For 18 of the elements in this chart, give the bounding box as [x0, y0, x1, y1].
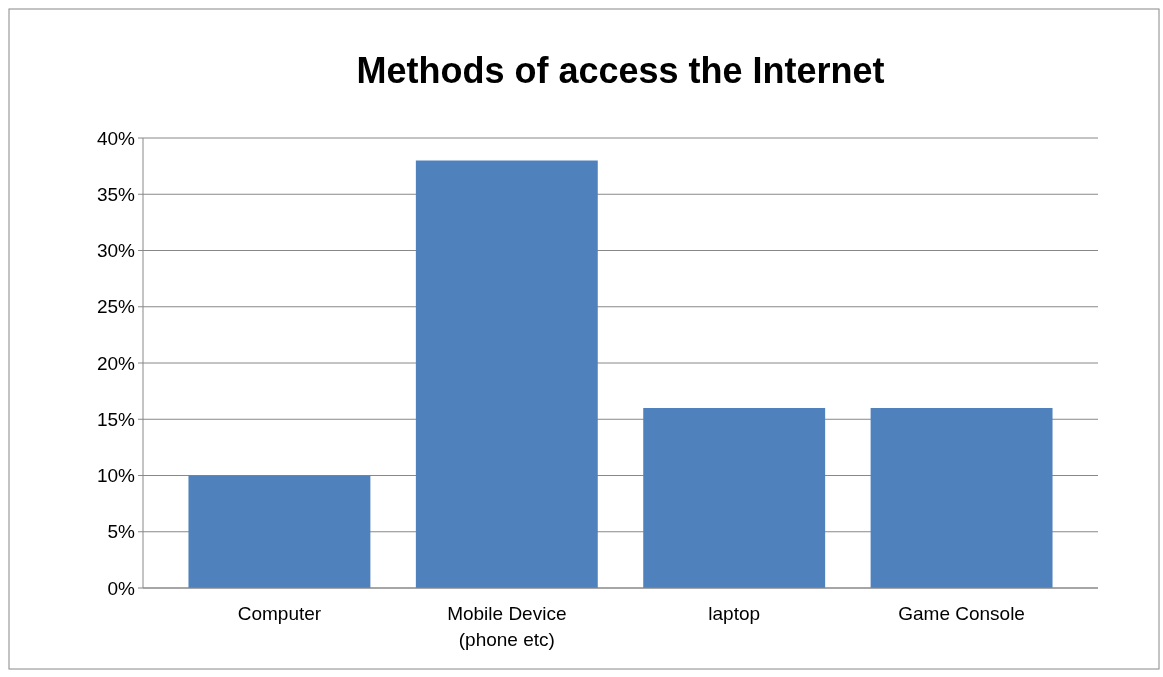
y-tick-label: 40%	[96, 127, 136, 149]
y-tick-label: 5%	[107, 521, 136, 543]
bar	[415, 160, 598, 588]
y-tick-label: 10%	[96, 465, 136, 487]
x-tick-label: laptop	[708, 603, 761, 624]
y-tick-label: 30%	[96, 240, 136, 262]
bar	[643, 408, 826, 588]
x-tick-label: Mobile Device (phone etc)	[447, 603, 567, 650]
bar	[188, 475, 371, 588]
y-tick-label: 25%	[96, 296, 136, 318]
x-tick-label: Computer	[237, 603, 322, 624]
chart-title: Methods of access the Internet	[356, 50, 885, 91]
y-tick-label: 35%	[96, 183, 136, 205]
bar	[870, 408, 1053, 588]
y-tick-label: 15%	[96, 408, 136, 430]
x-tick-label: Game Console	[898, 603, 1025, 624]
y-tick-label: 0%	[107, 577, 136, 599]
y-tick-label: 20%	[96, 352, 136, 374]
